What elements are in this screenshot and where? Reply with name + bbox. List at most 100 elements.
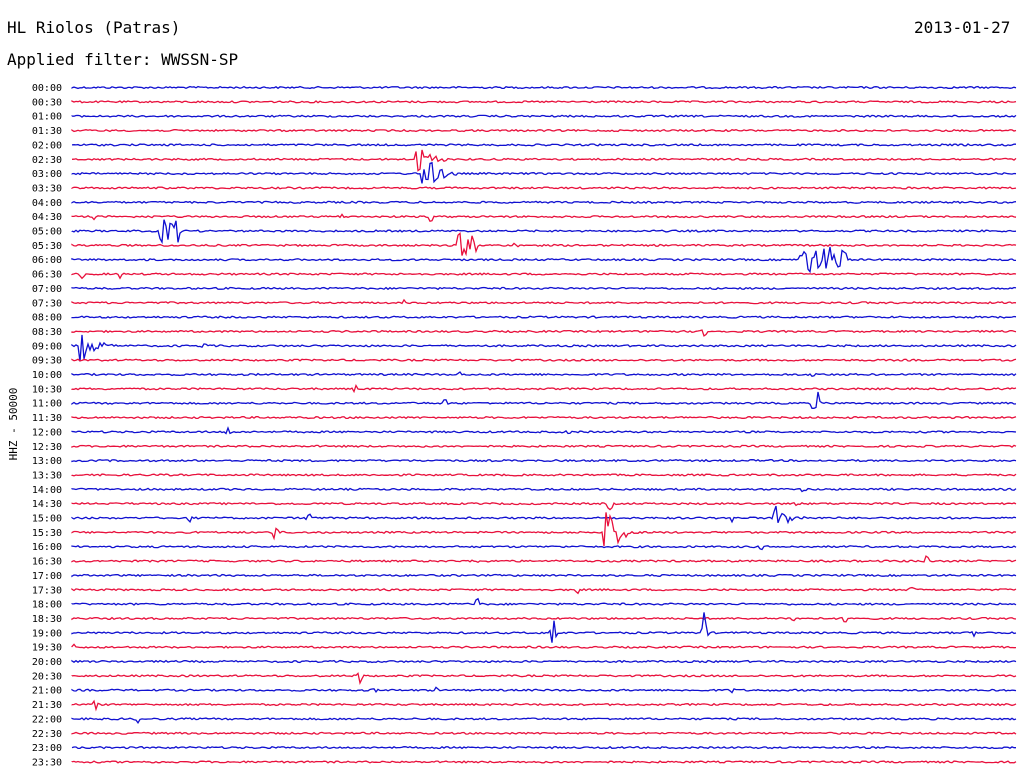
time-label: 05:30 — [32, 241, 62, 252]
trace-0900 — [71, 334, 1017, 362]
time-label: 06:00 — [32, 255, 62, 266]
time-label: 15:00 — [32, 514, 62, 525]
trace-1930 — [71, 643, 1017, 649]
trace-0600 — [71, 246, 1016, 274]
trace-0200 — [71, 143, 1017, 147]
filter-label: Applied filter: WWSSN-SP — [7, 50, 239, 69]
time-label: 10:00 — [32, 370, 62, 381]
time-label: 16:30 — [32, 557, 62, 568]
time-label: 23:30 — [32, 757, 62, 768]
trace-1200 — [71, 426, 1017, 435]
time-label: 19:30 — [32, 643, 62, 654]
time-label: 08:30 — [32, 327, 62, 338]
time-label: 05:00 — [32, 227, 62, 238]
time-label: 00:30 — [32, 97, 62, 108]
time-label: 21:00 — [32, 686, 62, 697]
time-label: 18:00 — [32, 600, 62, 611]
time-label: 17:00 — [32, 571, 62, 582]
trace-1900 — [71, 612, 1017, 643]
time-label: 09:30 — [32, 356, 62, 367]
trace-1300 — [71, 458, 1017, 463]
trace-0330 — [71, 186, 1017, 190]
station-title: HL Riolos (Patras) — [7, 18, 181, 37]
time-label: 02:00 — [32, 140, 62, 151]
time-label: 07:30 — [32, 298, 62, 309]
trace-0030 — [71, 100, 1017, 104]
trace-0230 — [71, 149, 1017, 172]
trace-0700 — [71, 286, 1017, 291]
time-label: 02:30 — [32, 155, 62, 166]
time-label: 23:00 — [32, 743, 62, 754]
time-label: 14:30 — [32, 499, 62, 510]
trace-1330 — [71, 473, 1017, 477]
trace-0730 — [71, 298, 1017, 305]
trace-2230 — [71, 731, 1017, 735]
trace-0000 — [71, 85, 1017, 90]
traces — [71, 85, 1017, 764]
trace-1530 — [71, 512, 1017, 546]
trace-2200 — [71, 717, 1017, 724]
trace-2330 — [71, 760, 1017, 764]
trace-2300 — [71, 745, 1016, 750]
time-label: 15:30 — [32, 528, 62, 539]
trace-0130 — [71, 128, 1017, 133]
trace-0430 — [71, 213, 1017, 222]
time-label: 01:00 — [32, 112, 62, 123]
trace-2130 — [71, 699, 1017, 712]
trace-1730 — [71, 586, 1017, 595]
time-label: 08:00 — [32, 313, 62, 324]
trace-0500 — [71, 219, 1017, 245]
trace-1400 — [71, 487, 1017, 493]
trace-2100 — [71, 686, 1017, 694]
trace-1230 — [71, 444, 1017, 448]
time-label: 04:30 — [32, 212, 62, 223]
trace-0400 — [71, 200, 1017, 205]
time-label: 19:00 — [32, 628, 62, 639]
time-label: 01:30 — [32, 126, 62, 137]
trace-1030 — [71, 384, 1017, 394]
trace-0630 — [71, 272, 1017, 280]
time-label: 16:00 — [32, 542, 62, 553]
trace-1700 — [71, 573, 1017, 578]
time-label: 13:00 — [32, 456, 62, 467]
time-label: 03:00 — [32, 169, 62, 180]
trace-1830 — [71, 616, 1017, 623]
time-labels: 00:00 00:30 01:00 01:30 02:00 02:30 03:00 03:30… — [32, 83, 62, 768]
trace-1500 — [71, 505, 1017, 525]
time-label: 12:30 — [32, 442, 62, 453]
trace-1430 — [71, 501, 1017, 511]
time-label: 18:30 — [32, 614, 62, 625]
time-label: 20:30 — [32, 671, 62, 682]
trace-1800 — [71, 597, 1017, 606]
time-label: 12:00 — [32, 427, 62, 438]
time-label: 13:30 — [32, 470, 62, 481]
time-label: 11:30 — [32, 413, 62, 424]
trace-0530 — [71, 232, 1017, 257]
time-label: 17:30 — [32, 585, 62, 596]
trace-2030 — [71, 672, 1017, 686]
time-label: 04:00 — [32, 198, 62, 209]
time-label: 11:00 — [32, 399, 62, 410]
trace-1630 — [71, 555, 1017, 564]
trace-2000 — [71, 659, 1017, 664]
trace-0100 — [71, 114, 1017, 118]
time-label: 09:00 — [32, 341, 62, 352]
trace-0800 — [71, 315, 1017, 319]
trace-1600 — [71, 545, 1017, 551]
trace-0830 — [71, 329, 1017, 337]
time-label: 14:00 — [32, 485, 62, 496]
trace-1130 — [71, 415, 1017, 420]
time-label: 20:00 — [32, 657, 62, 668]
y-axis-label: HHZ - 50000 — [7, 388, 20, 461]
trace-1100 — [71, 391, 1017, 409]
time-label: 03:30 — [32, 183, 62, 194]
trace-0300 — [71, 161, 1017, 184]
trace-0930 — [71, 358, 1017, 362]
time-label: 10:30 — [32, 384, 62, 395]
time-label: 22:30 — [32, 729, 62, 740]
time-label: 07:00 — [32, 284, 62, 295]
time-label: 21:30 — [32, 700, 62, 711]
time-label: 22:00 — [32, 714, 62, 725]
trace-1000 — [71, 371, 1017, 378]
